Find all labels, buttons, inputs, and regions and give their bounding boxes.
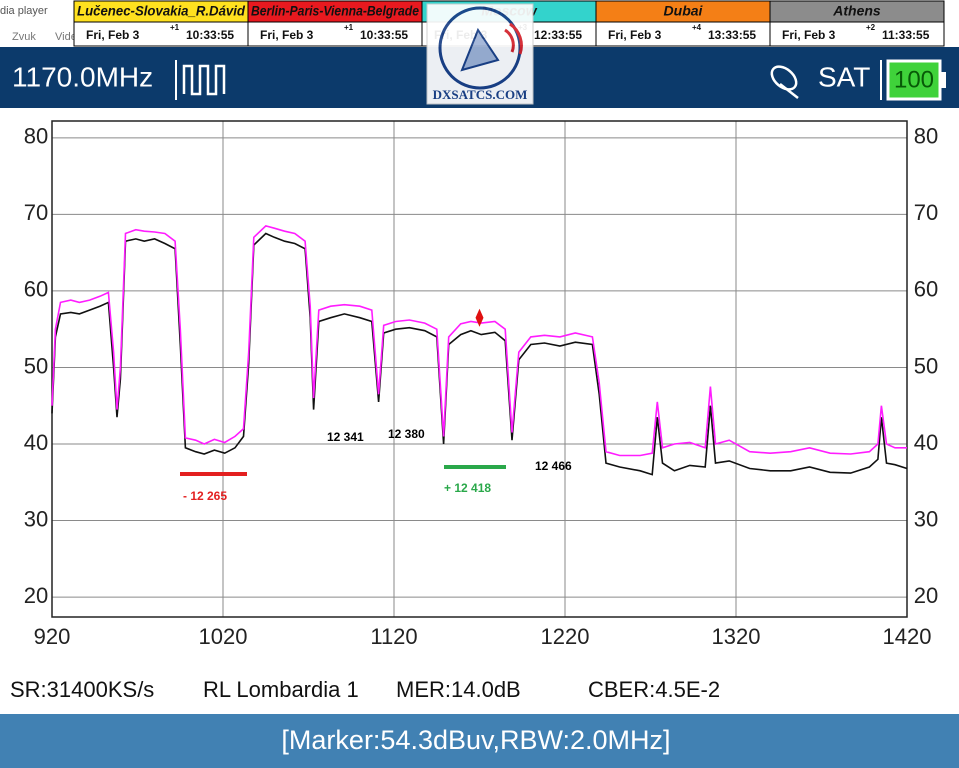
battery-tip [941,72,946,88]
player-label: dia player [0,5,48,17]
annotation: + 12 418 [444,481,491,495]
clock-body [73,21,249,47]
clock-date: Fri, Feb 3 [260,28,314,42]
world-clocks: Lučenec-Slovakia_R.Dávid Fri, Feb 3 +1 10:3… [73,0,945,47]
clock-offset: +4 [692,23,702,32]
y2-tick-label: 20 [914,583,938,608]
clock-offset: +2 [866,23,876,32]
y-tick-label: 60 [24,277,48,302]
clock-date: Fri, Feb 3 [782,28,836,42]
logo: DXSATCS.COM [426,3,534,105]
clock-time: 10:33:55 [360,28,408,42]
clock-body [595,21,771,47]
frequency: 1170.0MHz [12,61,153,92]
spectrum-trace [51,232,908,476]
y2-tick-label: 40 [914,430,938,455]
y-tick-label: 50 [24,353,48,378]
city-name: Lučenec-Slovakia_R.Dávid [77,3,245,19]
x-tick-label: 1320 [712,624,761,649]
y-tick-label: 80 [24,124,48,149]
clock-time: 13:33:55 [708,28,756,42]
spectrum-chart: 20 20 30 30 40 40 50 50 60 60 70 70 80 80 920 1020 1120 1… [24,120,938,649]
dish-icon [770,65,799,99]
y2-tick-label: 60 [914,277,938,302]
waveform-icon [182,64,226,96]
x-tick-label: 920 [34,624,71,649]
symbol-rate: SR:31400KS/s [10,677,154,702]
clock-time: 11:33:55 [882,28,930,42]
clock-offset: +1 [170,23,180,32]
clock-time: 10:33:55 [186,28,234,42]
city-name: Berlin-Paris-Vienna-Belgrade [251,3,419,19]
y2-tick-label: 50 [914,353,938,378]
channel: RL Lombardia 1 [203,677,359,702]
y2-tick-label: 70 [914,200,938,225]
clock-offset: +1 [344,23,354,32]
mode: SAT [818,61,870,92]
clock-body [247,21,423,47]
cber: CBER:4.5E-2 [588,677,720,702]
battery-level: 100 [894,66,934,93]
clock-body [769,21,945,47]
clock-date: Fri, Feb 3 [86,28,140,42]
y-tick-label: 20 [24,583,48,608]
battery [886,59,942,101]
marker [475,308,484,327]
marker-readout: [Marker:54.3dBuv,RBW:2.0MHz] [281,725,670,755]
y-tick-label: 70 [24,200,48,225]
clock-date: Fri, Feb 3 [608,28,662,42]
x-tick-label: 1220 [541,624,590,649]
y2-tick-label: 80 [914,124,938,149]
logo-text: DXSATCS.COM [433,87,528,102]
x-tick-label: 1020 [199,624,248,649]
y-tick-label: 30 [24,506,48,531]
clock-time: 12:33:55 [534,28,582,42]
city-name: Athens [832,3,881,19]
y-tick-label: 40 [24,430,48,455]
footer-bar [0,714,959,768]
menu-item[interactable]: Zvuk [12,31,36,43]
menu-item[interactable]: Vide [55,31,77,43]
mer: MER:14.0dB [396,677,521,702]
y2-tick-label: 30 [914,506,938,531]
city-name: Dubai [664,3,704,19]
plot-frame [51,120,908,618]
annotation: 12 341 [327,430,364,444]
annotation: 12 466 [535,459,572,473]
annotation: - 12 265 [183,489,227,503]
x-tick-label: 1420 [883,624,932,649]
spectrum-trace [51,225,907,457]
x-tick-label: 1120 [370,624,417,649]
annotation: 12 380 [388,427,425,441]
